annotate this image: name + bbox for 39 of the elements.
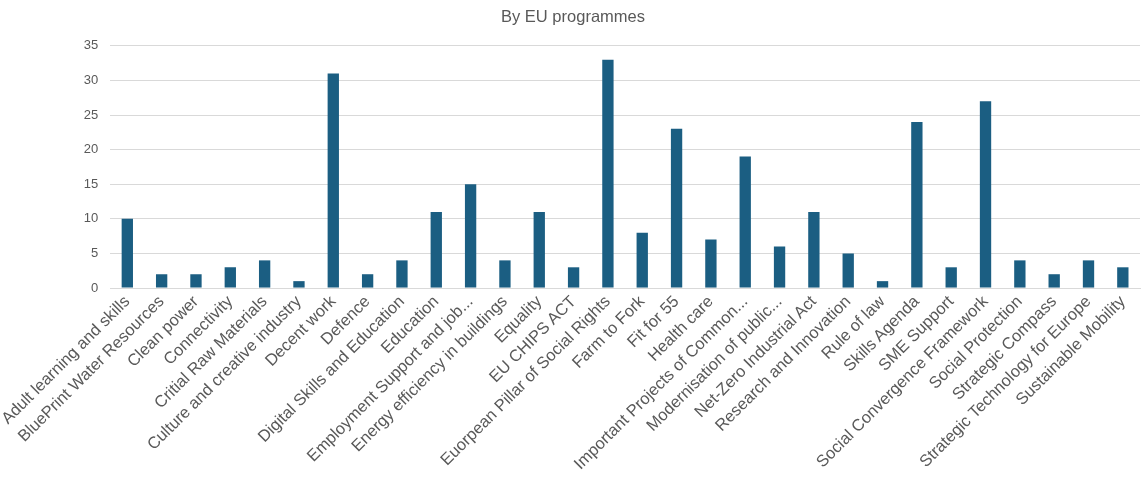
y-tick-label: 10 [83,210,99,226]
bar [121,218,133,288]
bar [258,260,271,288]
bar [602,59,614,288]
bar [293,281,305,288]
y-tick-label: 35 [83,37,99,53]
bar [533,211,545,288]
bar [1048,274,1060,288]
bar [670,128,683,288]
bar [224,267,236,288]
bar [911,121,923,288]
bar [327,73,339,288]
bar [739,156,751,288]
bar [430,211,442,288]
bar [1117,267,1129,288]
bar [1082,260,1095,288]
bar [842,253,854,288]
bar [979,101,992,288]
y-tick-label: 15 [83,175,99,191]
y-tick-label: 20 [83,141,99,157]
chart-title: By EU programmes [501,7,645,26]
bar [945,267,957,288]
bar [396,260,408,288]
bar [808,211,820,288]
bar [190,274,202,288]
bar [361,274,374,288]
bar [464,184,477,288]
bar [773,246,786,288]
bar [1014,260,1026,288]
y-tick-label: 5 [90,245,99,261]
bar [499,260,511,288]
bar [567,267,580,288]
bar [876,281,889,288]
bar [636,232,648,288]
bar [705,239,717,288]
y-tick-label: 0 [90,279,99,295]
y-tick-label: 25 [83,106,99,122]
y-tick-label: 30 [83,71,99,87]
bar [155,274,168,288]
